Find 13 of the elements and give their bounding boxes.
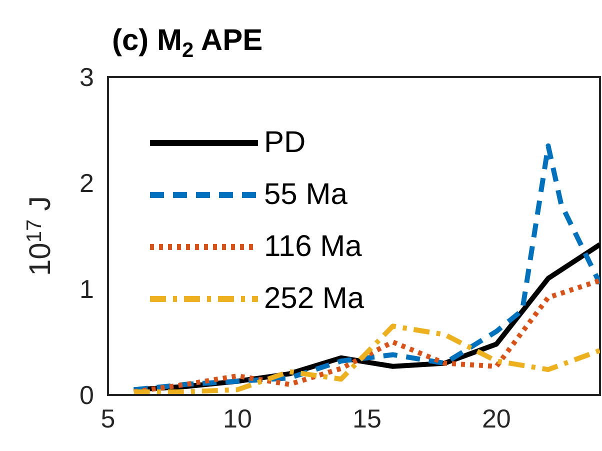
y-tick-label: 2: [80, 168, 94, 198]
y-tick-label: 1: [80, 274, 94, 304]
chart-title: (c) M$_{2}$ APE: [112, 24, 263, 62]
legend-label: 252 Ma: [264, 281, 364, 317]
x-tick-label: 5: [100, 403, 116, 434]
legend-label: 116 Ma: [264, 229, 362, 265]
x-tick-label: 10: [223, 403, 252, 434]
legend-label: PD: [264, 125, 306, 161]
x-tick-label: 20: [482, 403, 511, 434]
y-tick-label: 0: [80, 380, 94, 410]
legend-label: 55 Ma: [264, 177, 348, 213]
y-tick-label: 3: [80, 62, 94, 92]
x-tick-label: 15: [352, 403, 382, 434]
